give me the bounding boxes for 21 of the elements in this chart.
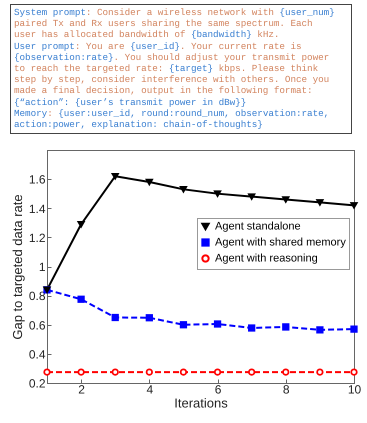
x-tick-label: 6 bbox=[214, 382, 222, 396]
x-tick-label: 8 bbox=[282, 382, 290, 396]
y-axis-title: Gap to targeted data rate bbox=[10, 194, 25, 340]
legend-label: Agent with reasoning bbox=[215, 252, 318, 264]
x-tick-label: 10 bbox=[348, 382, 362, 396]
x-tick-label: 2 bbox=[78, 382, 86, 396]
y-tick-label: 1.6 bbox=[28, 172, 46, 187]
text: User prompt: You are {user_id}. Your current rate is {observation:rate}. You should adjust your transmit power to reach the targeted rate: {target} kbps. Please think step by step, consider interference with others. Once you made a final decision, output in the following format: {“action”: {user’s transmit power in dBw}} bbox=[14, 40, 330, 108]
y-tick-label: 0.2 bbox=[28, 376, 46, 390]
legend-label: Agent with shared memory bbox=[215, 236, 346, 248]
legend-label: Agent standalone bbox=[215, 220, 301, 232]
text: Memory: {user:user_id, round:round_num, observation:rate, action:power, explanation: chain-of-thoughts} bbox=[14, 108, 330, 130]
y-tick-label: 0.4 bbox=[28, 347, 46, 362]
y-tick-label: 1.2 bbox=[28, 230, 46, 245]
text: System prompt: Consider a wireless network with {user_num} paired Tx and Rx users sharing the same spectrum. Each user has allocated bandwidth of {bandwidth} kHz. bbox=[14, 7, 335, 40]
y-tick-label: 1.4 bbox=[28, 202, 46, 216]
x-tick-label: 4 bbox=[146, 382, 154, 396]
y-tick-label: 0.6 bbox=[28, 318, 46, 332]
y-tick-label: 1 bbox=[38, 260, 46, 274]
x-axis-title: Iterations bbox=[174, 396, 228, 410]
y-tick-label: 0.8 bbox=[28, 289, 46, 304]
